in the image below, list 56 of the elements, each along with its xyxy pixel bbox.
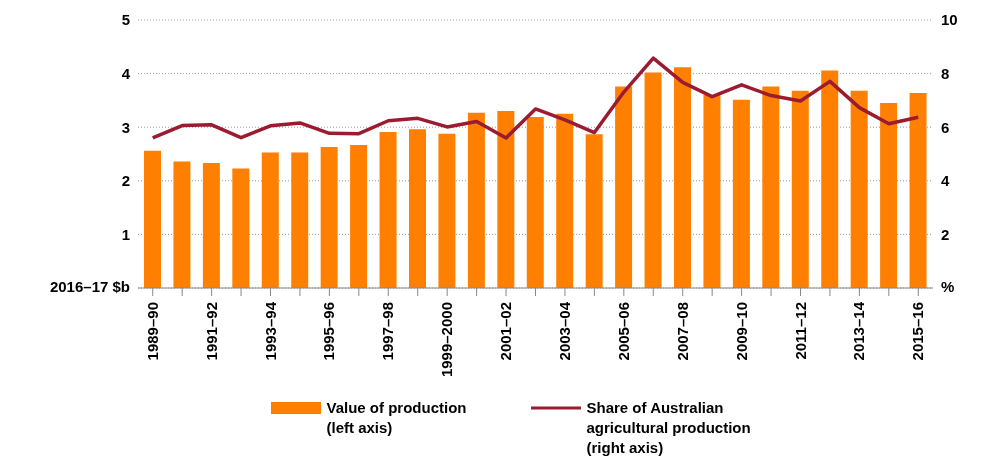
- bar: [202, 163, 220, 288]
- y2-tick-label: 2: [941, 225, 950, 243]
- bar: [850, 90, 868, 288]
- bar: [732, 99, 750, 288]
- bar: [880, 103, 898, 288]
- bar: [409, 129, 426, 288]
- bar: [526, 117, 544, 288]
- bar: [644, 72, 662, 288]
- x-tick-label: 1993–94: [261, 301, 279, 361]
- y-tick-label: 5: [121, 11, 130, 29]
- y-tick-label: 1: [121, 225, 130, 243]
- y2-tick-label: 8: [941, 64, 950, 82]
- y2-axis-title: %: [941, 277, 955, 295]
- x-tick-label: 1991–92: [202, 302, 220, 361]
- x-tick-label: 2003–04: [555, 301, 573, 361]
- bar: [909, 92, 927, 288]
- y2-tick-label: 10: [941, 11, 958, 29]
- y-tick-label: 4: [121, 64, 131, 82]
- x-tick-label: 2007–08: [673, 302, 691, 361]
- bar: [144, 150, 161, 288]
- bar: [821, 70, 839, 288]
- bar: [320, 147, 338, 288]
- x-tick-label: 2005–06: [614, 302, 632, 361]
- bar: [350, 144, 368, 288]
- bar: [556, 113, 574, 288]
- y2-tick-label: 6: [941, 118, 950, 136]
- legend-label: Value of production (left axis): [326, 398, 468, 438]
- bar: [467, 112, 485, 288]
- line-series: [150, 56, 921, 140]
- x-tick-label: 2011–12: [791, 302, 809, 360]
- y-tick-label: 3: [121, 118, 130, 136]
- x-tick-label: 1995–96: [320, 302, 338, 361]
- x-tick-label: 2013–14: [850, 301, 868, 361]
- bar: [762, 86, 780, 288]
- x-tick-label: 2015–16: [909, 302, 927, 361]
- bar: [438, 133, 456, 288]
- x-tick-label: 2009–10: [732, 302, 750, 361]
- x-tick-label: 1997–98: [379, 302, 397, 361]
- bar: [674, 67, 691, 288]
- bar: [703, 95, 721, 288]
- bar: [791, 90, 809, 288]
- bar: [615, 86, 633, 288]
- bar: [173, 161, 191, 288]
- bar: [497, 111, 515, 288]
- bar: [379, 132, 397, 288]
- y2-tick-label: 4: [941, 172, 950, 190]
- bar: [232, 168, 250, 288]
- y-tick-label: 2: [121, 172, 130, 190]
- legend-label: Share of Australian agricultural production (right axis): [586, 398, 752, 458]
- bar: [291, 152, 309, 288]
- bar: [585, 134, 603, 288]
- x-tick-label: 1989–90: [143, 302, 161, 361]
- bar: [261, 152, 279, 288]
- x-tick-label: 2001–02: [497, 302, 515, 361]
- y-axis-title: 2016–17 $b: [49, 277, 130, 295]
- x-tick-label: 1999–2000: [438, 302, 456, 378]
